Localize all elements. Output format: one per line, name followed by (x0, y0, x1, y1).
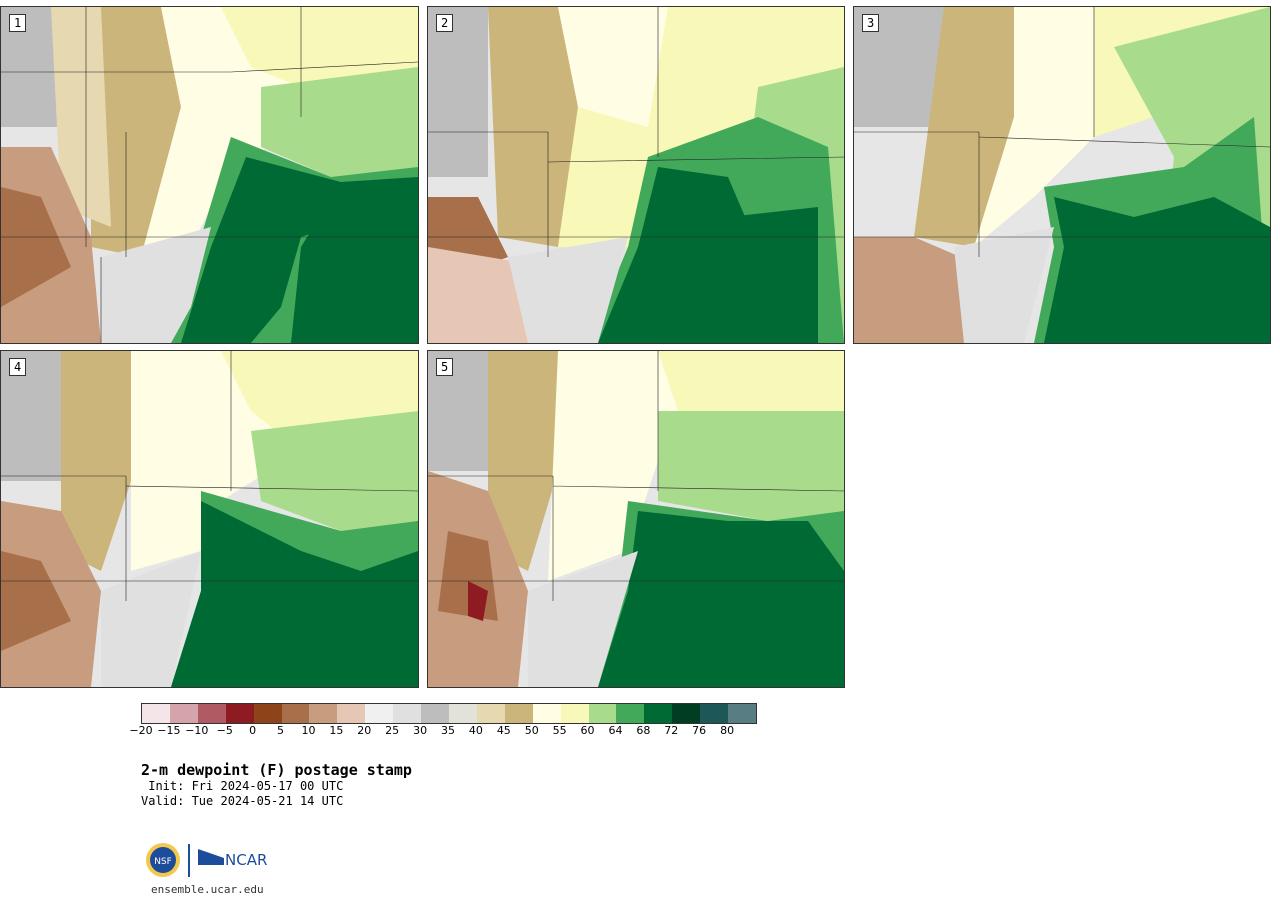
map-panel-5: 5 (427, 350, 845, 688)
colorbar-swatch (532, 704, 561, 723)
colorbar-tick-label: 30 (413, 724, 428, 737)
colorbar-tick-label: 20 (357, 724, 372, 737)
colorbar-tick-label: −20 (129, 724, 153, 737)
colorbar-swatch (365, 704, 394, 723)
colorbar-tick-label: 55 (552, 724, 567, 737)
logo-graphics: NSF NCAR (146, 843, 267, 877)
map-panel-1: 1 (0, 6, 419, 344)
colorbar-tick-label: 76 (692, 724, 707, 737)
colorbar-swatch (560, 704, 589, 723)
colorbar-swatch (476, 704, 505, 723)
colorbar-swatch (169, 704, 198, 723)
colorbar-tick-label: 25 (385, 724, 400, 737)
colorbar-tick-label: 10 (301, 724, 316, 737)
colorbar-tick-label: 60 (580, 724, 595, 737)
colorbar-tick-label: 50 (524, 724, 539, 737)
colorbar-tick-label: 80 (720, 724, 735, 737)
dewpoint-map-3 (854, 7, 1270, 343)
colorbar-swatch (588, 704, 617, 723)
colorbar-tick-label: −5 (216, 724, 233, 737)
panel-label: 3 (862, 14, 880, 32)
colorbar-tick-label: 15 (329, 724, 344, 737)
chart-title: 2-m dewpoint (F) postage stamp (141, 761, 412, 779)
init-time: Init: Fri 2024-05-17 00 UTC (141, 779, 344, 793)
panel-label: 2 (436, 14, 454, 32)
colorbar-tick-label: 0 (249, 724, 257, 737)
logos: NSF NCAR (144, 842, 274, 882)
dewpoint-map-1 (1, 7, 418, 343)
title-block: 2-m dewpoint (F) postage stamp Init: Fri… (141, 761, 412, 809)
colorbar-swatch (225, 704, 254, 723)
colorbar-tick-label: 5 (277, 724, 285, 737)
colorbar-swatch (253, 704, 282, 723)
nsf-logo-icon: NSF (146, 843, 180, 877)
colorbar-swatch (700, 704, 729, 723)
map-panel-3: 3 (853, 6, 1271, 344)
colorbar-swatch (644, 704, 673, 723)
colorbar-tick-label: −15 (157, 724, 181, 737)
colorbar-tick-label: 68 (636, 724, 651, 737)
map-panel-4: 4 (0, 350, 419, 688)
colorbar-swatch (309, 704, 338, 723)
colorbar-swatch (728, 704, 756, 723)
ncar-logo-text: NCAR (225, 851, 267, 869)
colorbar-swatch (393, 704, 422, 723)
colorbar-tick-label: 72 (664, 724, 679, 737)
dewpoint-map-5 (428, 351, 844, 687)
colorbar-tick-label: 45 (496, 724, 511, 737)
colorbar-tick-label: 64 (608, 724, 623, 737)
panel-label: 5 (436, 358, 454, 376)
colorbar-swatch (197, 704, 226, 723)
colorbar-swatch (281, 704, 310, 723)
colorbar-ticks: −20 −15 −10 −5 0 5 10 15 20 25 30 35 40 45 50 55 60 64 68 7… (129, 724, 755, 744)
colorbar-swatch (616, 704, 645, 723)
colorbar-swatch (142, 704, 170, 723)
valid-time: Valid: Tue 2024-05-21 14 UTC (141, 794, 344, 808)
colorbar-tick-label: 40 (468, 724, 483, 737)
colorbar-swatch (421, 704, 449, 723)
colorbar-tick-label: 35 (441, 724, 455, 737)
map-panel-2: 2 (427, 6, 845, 344)
colorbar-tick-label: −10 (185, 724, 209, 737)
dewpoint-map-2 (428, 7, 844, 343)
colorbar (141, 703, 757, 724)
site-url: ensemble.ucar.edu (151, 883, 264, 896)
colorbar-swatch (504, 704, 533, 723)
ncar-logo-icon: NCAR (198, 849, 267, 869)
panel-label: 4 (9, 358, 27, 376)
colorbar-swatch (672, 704, 701, 723)
colorbar-swatch (337, 704, 366, 723)
colorbar-swatch (448, 704, 477, 723)
panel-label: 1 (9, 14, 27, 32)
dewpoint-map-4 (1, 351, 418, 687)
nsf-logo-text: NSF (154, 857, 172, 867)
